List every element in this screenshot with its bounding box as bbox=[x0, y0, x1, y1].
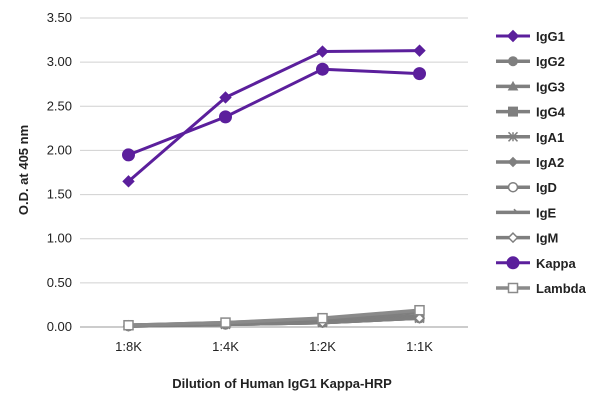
data-point-igm bbox=[413, 312, 426, 324]
y-tick-labels: 0.00 0.50 1.00 1.50 2.00 2.50 3.00 3.50 bbox=[47, 10, 72, 334]
legend-item-ige: IgE bbox=[496, 205, 557, 220]
legend-marker bbox=[507, 131, 519, 142]
x-tick-label: 1:1K bbox=[406, 339, 433, 354]
legend: IgG1 IgG2 IgG3 IgG4 IgA1 IgA2 IgD IgE IgM Kappa La… bbox=[496, 29, 587, 296]
x-tick-labels: 1:8K 1:4K 1:2K 1:1K bbox=[115, 339, 433, 354]
y-tick-label: 1.50 bbox=[47, 187, 72, 202]
data-point-kappa bbox=[219, 110, 232, 124]
data-point-igg1 bbox=[413, 44, 426, 57]
legend-item-iga2: IgA2 bbox=[496, 155, 564, 170]
y-tick-label: 0.50 bbox=[47, 275, 72, 290]
legend-label: IgM bbox=[536, 231, 558, 246]
legend-item-igd: IgD bbox=[496, 180, 557, 195]
legend-label: IgG1 bbox=[536, 29, 565, 44]
legend-item-lambda: Lambda bbox=[496, 281, 587, 296]
legend-marker bbox=[507, 80, 519, 91]
legend-label: IgD bbox=[536, 180, 557, 195]
data-point-igg1 bbox=[219, 91, 232, 104]
x-tick-label: 1:2K bbox=[309, 339, 336, 354]
legend-label: Kappa bbox=[536, 256, 577, 271]
data-point-kappa bbox=[413, 67, 426, 81]
y-tick-label: 3.00 bbox=[47, 54, 72, 69]
legend-label: IgG2 bbox=[536, 54, 565, 69]
legend-label: Lambda bbox=[536, 281, 587, 296]
legend-marker bbox=[508, 56, 518, 67]
x-tick-label: 1:4K bbox=[212, 339, 239, 354]
legend-item-igg3: IgG3 bbox=[496, 79, 565, 94]
data-point-lambda bbox=[317, 312, 328, 324]
y-tick-label: 1.00 bbox=[47, 231, 72, 246]
x-axis-title: Dilution of Human IgG1 Kappa-HRP bbox=[172, 376, 392, 391]
series-group bbox=[122, 44, 426, 332]
y-tick-label: 3.50 bbox=[47, 10, 72, 25]
data-point-kappa bbox=[316, 62, 329, 76]
gridlines bbox=[80, 17, 468, 284]
series-lambda bbox=[123, 304, 425, 331]
y-tick-label: 2.50 bbox=[47, 98, 72, 113]
legend-label: IgG4 bbox=[536, 105, 566, 120]
legend-label: IgA1 bbox=[536, 130, 564, 145]
legend-marker bbox=[506, 256, 520, 270]
series-line-lambda bbox=[128, 308, 420, 327]
legend-item-igg4: IgG4 bbox=[496, 105, 566, 120]
data-point-lambda bbox=[123, 319, 134, 331]
data-point-igg1 bbox=[316, 45, 329, 58]
legend-marker bbox=[508, 106, 518, 117]
series-kappa bbox=[122, 62, 426, 162]
legend-marker bbox=[507, 232, 519, 244]
legend-label: IgE bbox=[536, 205, 557, 220]
data-point-igg1 bbox=[122, 175, 135, 188]
legend-item-igg1: IgG1 bbox=[496, 29, 565, 44]
data-point-lambda bbox=[414, 304, 425, 316]
legend-item-igg2: IgG2 bbox=[496, 54, 565, 69]
x-tick-label: 1:8K bbox=[115, 339, 142, 354]
legend-item-kappa: Kappa bbox=[496, 256, 577, 271]
legend-label: IgA2 bbox=[536, 155, 564, 170]
legend-item-igm: IgM bbox=[496, 231, 558, 246]
y-tick-label: 2.00 bbox=[47, 142, 72, 157]
legend-marker bbox=[507, 181, 519, 193]
series-line-kappa bbox=[127, 67, 420, 157]
legend-marker bbox=[507, 156, 519, 168]
legend-label: IgG3 bbox=[536, 79, 565, 94]
series-igg1 bbox=[122, 44, 426, 188]
y-tick-label: 0.00 bbox=[47, 319, 72, 334]
legend-item-iga1: IgA1 bbox=[496, 130, 564, 145]
data-point-kappa bbox=[122, 148, 135, 162]
y-axis-title: O.D. at 405 nm bbox=[16, 125, 31, 215]
series-line-igg1 bbox=[127, 49, 420, 183]
legend-marker bbox=[507, 282, 519, 294]
legend-marker bbox=[506, 29, 520, 43]
data-point-lambda bbox=[220, 317, 231, 328]
legend-marker bbox=[508, 208, 518, 214]
